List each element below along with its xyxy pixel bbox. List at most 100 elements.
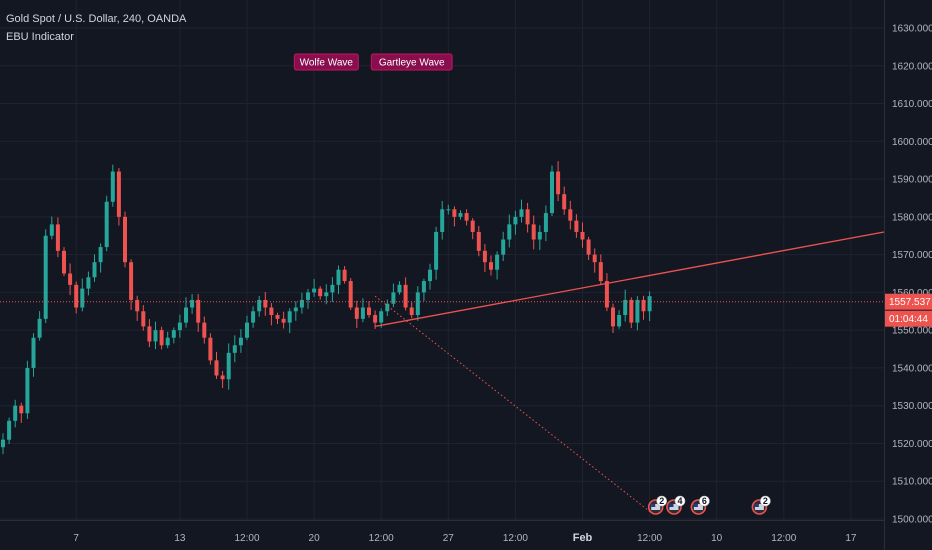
candle (98, 243, 103, 273)
candle (476, 226, 481, 257)
candle (232, 335, 237, 363)
candle-body (501, 239, 506, 255)
candle-body (129, 262, 134, 300)
candle-body (293, 307, 298, 312)
candle (537, 225, 542, 251)
x-tick-label: 12:00 (637, 533, 662, 544)
candle (598, 254, 603, 285)
candle (129, 259, 134, 310)
candle-body (556, 171, 561, 195)
candle (299, 292, 304, 314)
candle-body (617, 315, 622, 327)
candle (104, 195, 109, 252)
candle (245, 315, 249, 341)
flag-icon (693, 504, 703, 510)
candle-body (306, 292, 310, 300)
candle-body (525, 209, 530, 225)
candle-body (647, 296, 652, 312)
event-count-badge (656, 495, 668, 507)
candle (31, 333, 36, 377)
candle-body (245, 322, 249, 338)
event-count-badge (674, 495, 686, 507)
candle (434, 226, 439, 280)
candle (562, 186, 567, 215)
event-count: 6 (702, 496, 707, 506)
candle (306, 289, 310, 309)
x-tick-label: 12:00 (771, 533, 796, 544)
candle-body (281, 318, 286, 323)
candle (495, 251, 500, 280)
current-price-label: 1557.537 (889, 297, 931, 308)
candle-body (403, 284, 408, 308)
x-tick-label: 27 (443, 533, 455, 544)
x-tick-label: 20 (309, 533, 321, 544)
candle (74, 281, 79, 314)
candle-body (19, 405, 24, 414)
candle-body (269, 307, 274, 316)
candle-body (550, 171, 554, 214)
candle (7, 417, 12, 444)
candle-body (196, 299, 201, 323)
candle-body (336, 269, 341, 285)
candle (165, 331, 170, 349)
candle-body (482, 250, 487, 263)
candle (519, 199, 524, 223)
y-tick-label: 1610.000 (892, 99, 932, 110)
candle-body (238, 337, 243, 346)
candle-body (580, 231, 585, 240)
candle (177, 314, 182, 338)
candle-body (574, 220, 579, 232)
y-tick-label: 1590.000 (892, 175, 932, 186)
candle-body (159, 330, 164, 346)
candle (513, 210, 518, 235)
candle-body (330, 284, 335, 293)
candle (281, 311, 286, 329)
candle-body (86, 277, 91, 289)
candle-body (629, 299, 634, 323)
candle (330, 277, 335, 302)
candle-body (513, 216, 518, 225)
candle (19, 402, 24, 423)
pattern-label-box[interactable] (370, 53, 453, 71)
candle (49, 216, 54, 240)
pattern-label-box[interactable] (293, 53, 359, 71)
candle (226, 343, 231, 390)
candle (489, 255, 493, 276)
pattern-label[interactable]: Gartleye Wave (379, 57, 445, 68)
candle (238, 329, 243, 353)
y-tick-label: 1620.000 (892, 61, 932, 72)
candle-body (623, 299, 628, 316)
x-tick-label: 17 (845, 533, 857, 544)
candle (525, 202, 530, 233)
candle-body (421, 281, 426, 293)
candle-body (440, 209, 445, 232)
candle (501, 231, 506, 262)
candle-body (635, 299, 640, 323)
trend-line[interactable] (374, 231, 885, 328)
candle (318, 286, 323, 300)
candle-body (354, 307, 359, 319)
candle-body (409, 307, 414, 316)
candle (470, 218, 475, 240)
candle-body (68, 273, 73, 285)
candle (452, 206, 457, 227)
candle (415, 286, 420, 321)
candle (647, 291, 652, 322)
candle-body (464, 213, 469, 221)
candle-body (446, 209, 451, 211)
x-tick-label: 12:00 (503, 533, 528, 544)
x-tick-label: Feb (573, 532, 593, 544)
candle-body (110, 171, 115, 202)
candle-body (470, 220, 475, 232)
candle (574, 214, 579, 238)
candle-body (373, 315, 378, 323)
candle-body (543, 213, 548, 232)
candle-body (489, 262, 493, 270)
pattern-label[interactable]: Wolfe Wave (300, 57, 354, 68)
candle (409, 301, 414, 319)
candle (202, 316, 207, 344)
candle-body (92, 262, 97, 278)
candle-body (318, 288, 323, 297)
